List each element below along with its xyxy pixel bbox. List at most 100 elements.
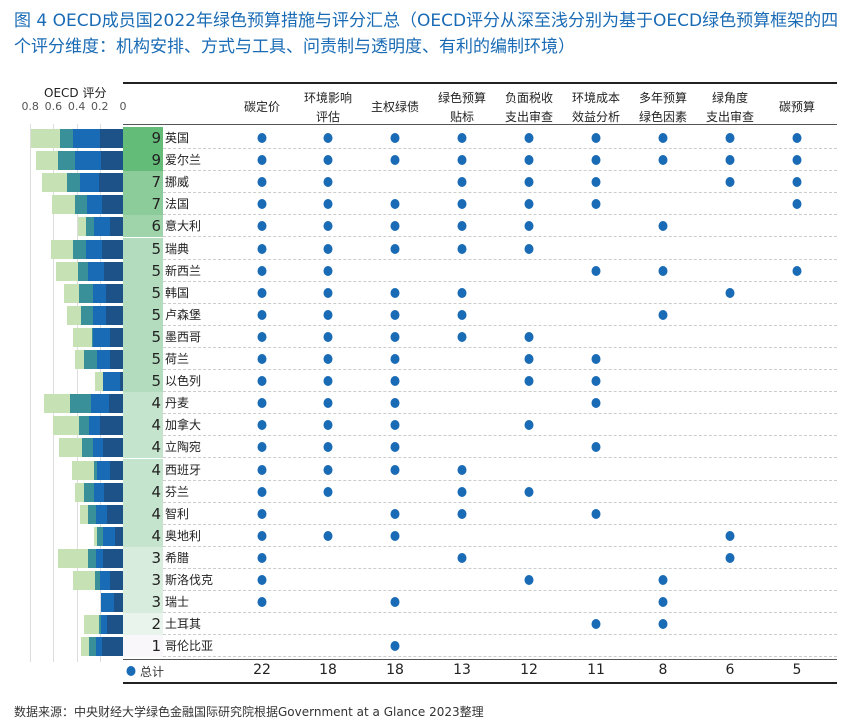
score-bar-segment — [94, 460, 98, 480]
measure-dot — [323, 398, 333, 409]
measure-dot — [591, 508, 601, 519]
score-bar-segment — [100, 593, 114, 613]
measure-dot — [591, 398, 601, 409]
score-bar-segment — [80, 504, 89, 524]
score-bar-segment — [103, 438, 123, 458]
table-row: 9 爱尔兰 — [0, 149, 849, 172]
score-bar-segment — [109, 394, 123, 414]
column-header: 多年预算 绿色因素 — [638, 91, 687, 124]
score-bar-segment — [69, 394, 91, 414]
measure-dot — [323, 354, 333, 364]
score-bar-segment — [53, 416, 79, 436]
measure-dot — [658, 133, 668, 143]
measure-dot — [457, 155, 467, 166]
measure-dot — [323, 309, 333, 320]
measure-dot — [658, 575, 668, 585]
score-bar-segment — [102, 637, 123, 657]
score-bar-segment — [67, 305, 82, 325]
total-value: 18 — [319, 662, 337, 678]
score-bar-segment — [110, 571, 123, 590]
row-divider — [163, 435, 837, 437]
measure-dot — [792, 265, 802, 276]
score-cell: 4 — [123, 480, 163, 503]
score-bar-segment — [88, 504, 97, 524]
measure-dot — [457, 243, 467, 254]
score-cell: 2 — [123, 613, 163, 636]
row-divider — [163, 280, 837, 282]
measure-dot — [390, 133, 400, 143]
measure-dot — [390, 420, 400, 431]
score-cell: 6 — [123, 215, 163, 238]
axis-tick: 0.2 — [91, 100, 109, 113]
total-label: 总计 — [140, 665, 165, 679]
score-bar-segment — [100, 151, 123, 171]
measure-dot — [323, 420, 333, 431]
measure-dot — [323, 133, 333, 143]
table-row: 4 奥地利 — [0, 524, 849, 547]
measure-dot — [524, 199, 534, 210]
country-name: 新西兰 — [165, 263, 202, 278]
score-bar-segment — [73, 327, 92, 347]
country-name: 西班牙 — [165, 462, 202, 477]
measure-dot — [591, 199, 601, 210]
measure-dot — [323, 486, 333, 497]
score-bar-segment — [31, 129, 61, 148]
total-value: 11 — [587, 662, 605, 678]
measure-dot — [257, 464, 267, 475]
row-divider — [163, 170, 837, 172]
row-divider — [163, 346, 837, 348]
score-bar-segment — [119, 372, 123, 392]
score-cell: 5 — [123, 325, 163, 348]
table-row: 2 土耳其 — [0, 613, 849, 636]
country-name: 希腊 — [165, 550, 190, 565]
measure-dot — [524, 376, 534, 387]
score-bar-segment — [77, 217, 86, 237]
score-bar-segment — [51, 239, 74, 259]
measure-dot — [524, 243, 534, 254]
country-name: 奥地利 — [165, 528, 202, 543]
measure-dot — [257, 442, 267, 453]
measure-dot — [323, 265, 333, 276]
measure-dot — [323, 530, 333, 541]
country-name: 卢森堡 — [165, 307, 202, 322]
measure-dot — [323, 177, 333, 188]
header-rule — [123, 124, 837, 125]
measure-dot — [524, 133, 534, 143]
row-divider — [163, 523, 837, 525]
score-bar-segment — [75, 151, 101, 171]
score-cell: 5 — [123, 281, 163, 304]
score-bar-segment — [73, 129, 100, 148]
measure-dot — [390, 641, 400, 652]
score-bar-segment — [83, 350, 98, 369]
score-cell: 5 — [123, 370, 163, 393]
measure-dot — [390, 287, 400, 298]
measure-dot — [457, 309, 467, 320]
row-divider — [163, 324, 837, 326]
measure-dot — [725, 530, 735, 541]
measure-dot — [390, 597, 400, 608]
measure-dot — [257, 376, 267, 387]
measure-dot — [524, 354, 534, 364]
score-bar-segment — [83, 615, 99, 635]
score-cell: 4 — [123, 436, 163, 459]
table-row: 3 斯洛伐克 — [0, 569, 849, 591]
row-divider — [163, 479, 837, 481]
row-divider — [163, 413, 837, 415]
table-row: 9 英国 — [0, 127, 849, 149]
country-name: 立陶宛 — [165, 440, 202, 455]
measure-dot — [524, 155, 534, 166]
score-bar-segment — [98, 173, 123, 193]
score-axis-title: OECD 评分 — [44, 86, 107, 100]
score-bar-segment — [98, 615, 101, 635]
country-name: 爱尔兰 — [165, 153, 202, 168]
country-name: 挪威 — [165, 175, 190, 190]
table-row: 7 法国 — [0, 193, 849, 216]
measure-dot — [457, 508, 467, 519]
score-bar-segment — [87, 195, 103, 215]
total-value: 12 — [520, 662, 538, 678]
row-divider — [163, 457, 837, 459]
score-bar-segment — [105, 283, 123, 303]
country-name: 以色列 — [165, 374, 202, 389]
axis-tick: 0 — [119, 100, 127, 113]
score-bar-segment — [41, 173, 68, 193]
